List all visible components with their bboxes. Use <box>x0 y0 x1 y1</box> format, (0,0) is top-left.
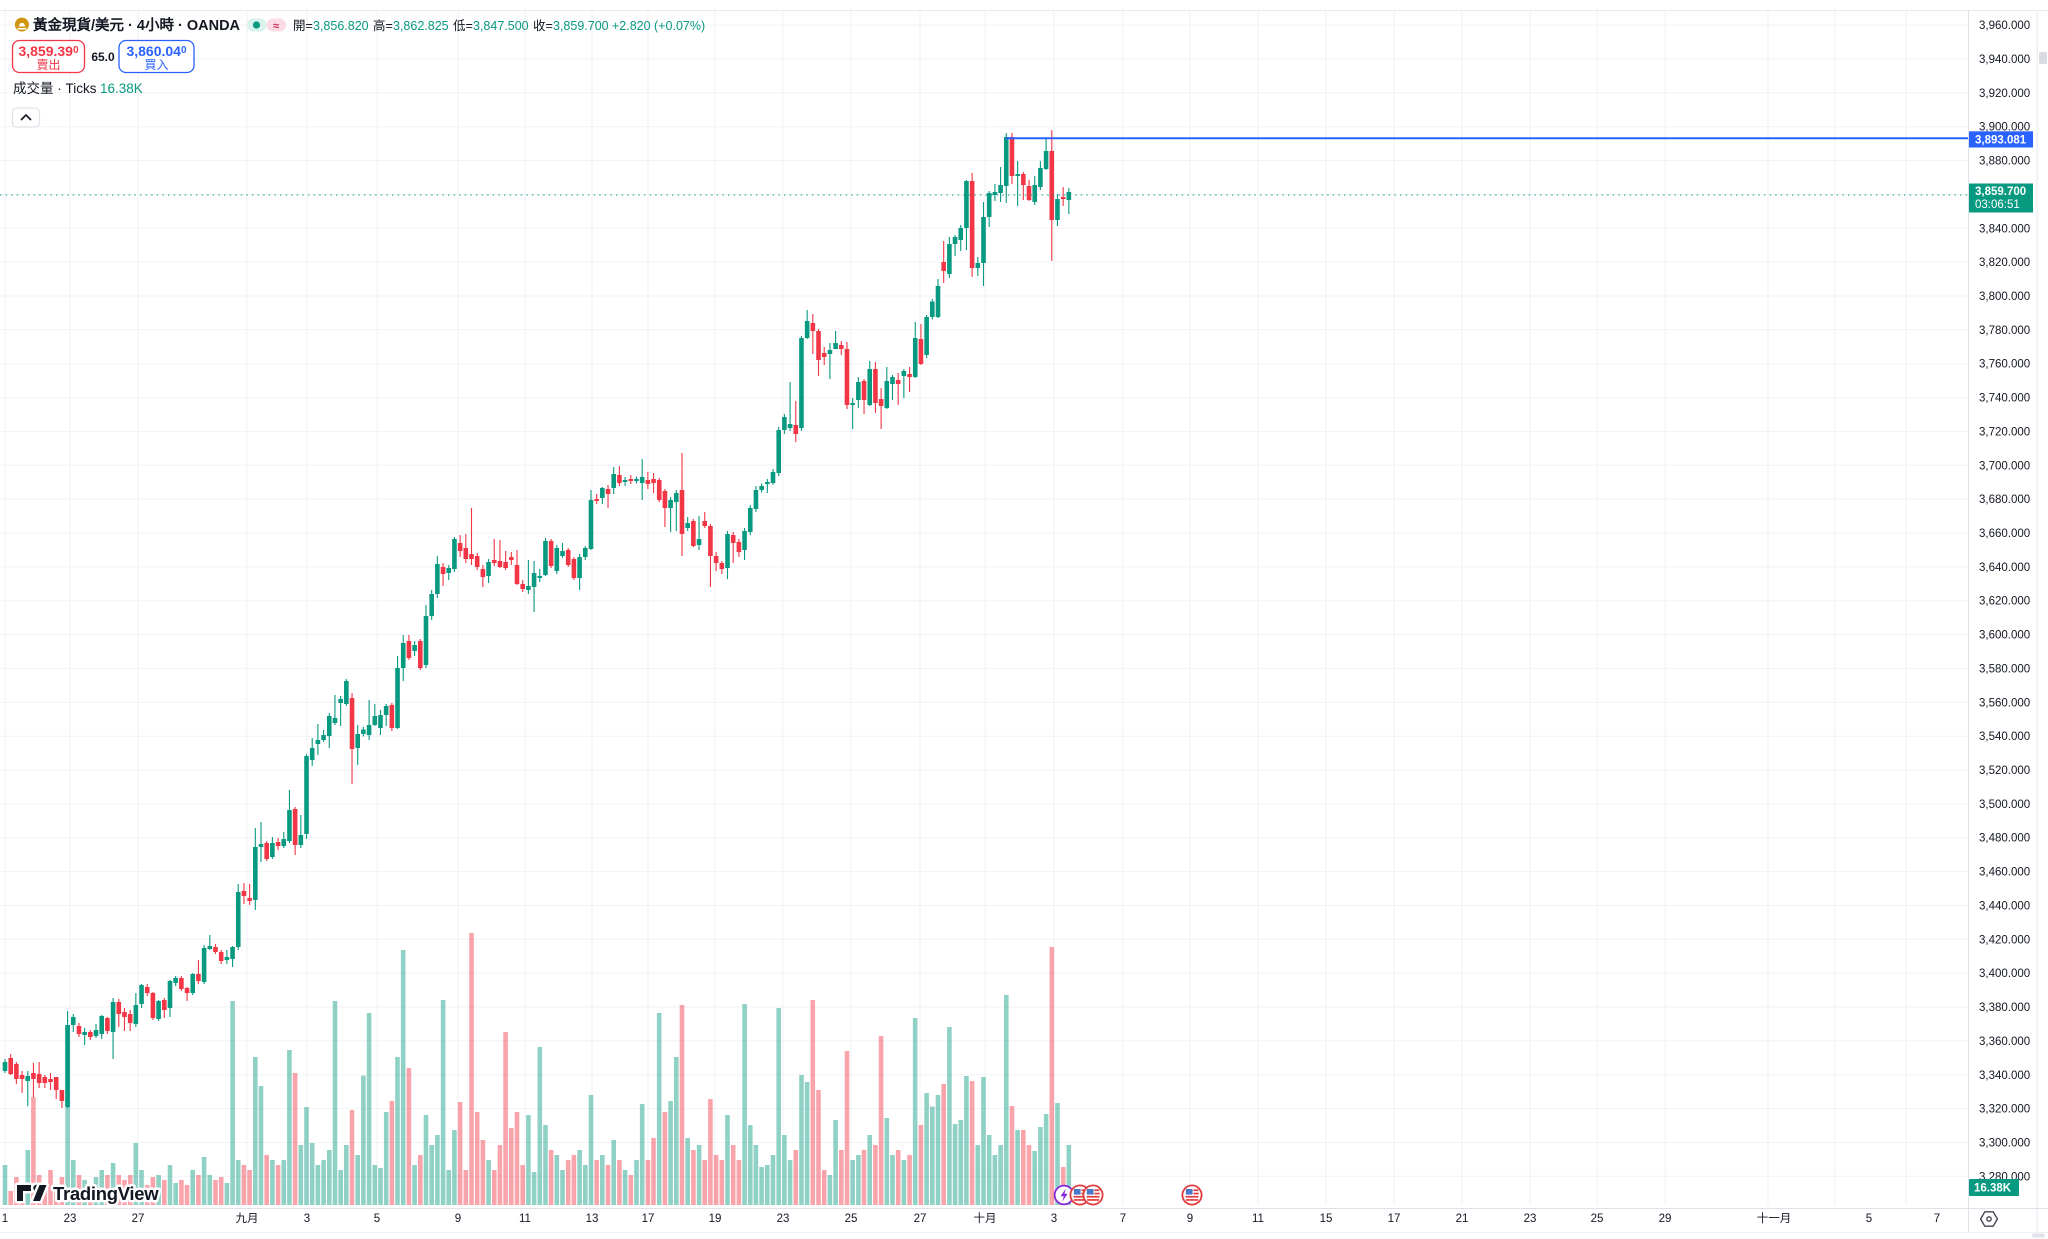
svg-text:5: 5 <box>1866 1213 1872 1225</box>
svg-text:17: 17 <box>642 1213 655 1225</box>
svg-text:3,560.000: 3,560.000 <box>1979 697 2030 709</box>
svg-text:3,900.000: 3,900.000 <box>1979 122 2030 134</box>
svg-text:27: 27 <box>914 1213 927 1225</box>
svg-text:+2.820 (+0.07%): +2.820 (+0.07%) <box>612 19 705 33</box>
svg-text:3: 3 <box>304 1213 310 1225</box>
svg-text:3,940.000: 3,940.000 <box>1979 54 2030 66</box>
svg-text:開=3,856.820: 開=3,856.820 <box>293 19 369 33</box>
svg-text:11: 11 <box>519 1213 531 1225</box>
svg-text:29: 29 <box>1659 1213 1672 1225</box>
svg-text:7: 7 <box>1120 1213 1126 1225</box>
svg-text:3,859.700: 3,859.700 <box>1975 186 2026 198</box>
svg-text:5: 5 <box>374 1213 380 1225</box>
svg-text:九月: 九月 <box>236 1212 259 1225</box>
svg-text:17: 17 <box>1388 1213 1401 1225</box>
svg-text:3,320.000: 3,320.000 <box>1979 1104 2030 1116</box>
svg-text:賣出: 賣出 <box>36 57 60 72</box>
svg-text:3,860.040: 3,860.040 <box>126 43 187 59</box>
svg-text:3,720.000: 3,720.000 <box>1979 426 2030 438</box>
svg-text:25: 25 <box>1591 1213 1604 1225</box>
svg-text:21: 21 <box>1456 1213 1469 1225</box>
svg-text:27: 27 <box>132 1213 145 1225</box>
svg-text:成交量 · Ticks: 成交量 · Ticks <box>13 80 97 96</box>
svg-text:3,800.000: 3,800.000 <box>1979 291 2030 303</box>
svg-text:十一月: 十一月 <box>1757 1211 1792 1225</box>
svg-text:3,893.081: 3,893.081 <box>1975 135 2027 147</box>
svg-text:3,600.000: 3,600.000 <box>1979 630 2030 642</box>
svg-text:十月: 十月 <box>974 1211 997 1225</box>
svg-text:3,520.000: 3,520.000 <box>1979 765 2030 777</box>
svg-text:≈: ≈ <box>273 21 279 33</box>
svg-text:19: 19 <box>709 1213 722 1225</box>
svg-text:3,960.000: 3,960.000 <box>1979 20 2030 32</box>
svg-text:3,480.000: 3,480.000 <box>1979 833 2030 845</box>
svg-text:3,460.000: 3,460.000 <box>1979 867 2030 879</box>
svg-text:3,760.000: 3,760.000 <box>1979 359 2030 371</box>
svg-text:23: 23 <box>64 1213 77 1225</box>
svg-text:3,680.000: 3,680.000 <box>1979 494 2030 506</box>
svg-text:3,780.000: 3,780.000 <box>1979 325 2030 337</box>
svg-text:3,400.000: 3,400.000 <box>1979 968 2030 980</box>
svg-text:3,300.000: 3,300.000 <box>1979 1138 2030 1150</box>
svg-text:1: 1 <box>2 1213 8 1225</box>
svg-text:收=3,859.700: 收=3,859.700 <box>533 19 609 33</box>
svg-text:3,620.000: 3,620.000 <box>1979 596 2030 608</box>
svg-text:65.0: 65.0 <box>91 50 115 64</box>
svg-text:9: 9 <box>1187 1213 1193 1225</box>
svg-text:3,500.000: 3,500.000 <box>1979 799 2030 811</box>
svg-text:3,700.000: 3,700.000 <box>1979 460 2030 472</box>
svg-text:16.38K: 16.38K <box>1974 1183 2012 1195</box>
svg-text:25: 25 <box>845 1213 858 1225</box>
svg-text:13: 13 <box>586 1213 599 1225</box>
svg-text:3,640.000: 3,640.000 <box>1979 562 2030 574</box>
svg-text:3,340.000: 3,340.000 <box>1979 1070 2030 1082</box>
svg-text:23: 23 <box>1524 1213 1537 1225</box>
svg-text:3,660.000: 3,660.000 <box>1979 528 2030 540</box>
svg-text:黃金現貨/美元 · 4小時 · OANDA: 黃金現貨/美元 · 4小時 · OANDA <box>33 16 241 34</box>
svg-text:3,420.000: 3,420.000 <box>1979 934 2030 946</box>
svg-text:買入: 買入 <box>144 58 168 72</box>
svg-text:3,440.000: 3,440.000 <box>1979 901 2030 913</box>
svg-text:3,740.000: 3,740.000 <box>1979 393 2030 405</box>
svg-text:03:06:51: 03:06:51 <box>1975 199 2020 211</box>
svg-text:低=3,847.500: 低=3,847.500 <box>453 19 529 33</box>
svg-text:3,580.000: 3,580.000 <box>1979 663 2030 675</box>
svg-text:3,360.000: 3,360.000 <box>1979 1036 2030 1048</box>
svg-text:TradingView: TradingView <box>53 1183 159 1204</box>
svg-text:16.38K: 16.38K <box>100 81 143 96</box>
svg-text:3,920.000: 3,920.000 <box>1979 88 2030 100</box>
svg-text:3: 3 <box>1051 1213 1057 1225</box>
svg-text:7: 7 <box>1934 1213 1940 1225</box>
svg-text:23: 23 <box>777 1213 790 1225</box>
svg-text:3,859.390: 3,859.390 <box>18 43 79 59</box>
svg-text:15: 15 <box>1320 1213 1333 1225</box>
svg-text:3,880.000: 3,880.000 <box>1979 156 2030 168</box>
svg-text:3,840.000: 3,840.000 <box>1979 223 2030 235</box>
svg-text:9: 9 <box>455 1213 461 1225</box>
svg-text:3,540.000: 3,540.000 <box>1979 731 2030 743</box>
svg-text:高=3,862.825: 高=3,862.825 <box>373 18 449 33</box>
svg-text:3,820.000: 3,820.000 <box>1979 257 2030 269</box>
svg-text:3,380.000: 3,380.000 <box>1979 1002 2030 1014</box>
svg-text:11: 11 <box>1252 1213 1264 1225</box>
